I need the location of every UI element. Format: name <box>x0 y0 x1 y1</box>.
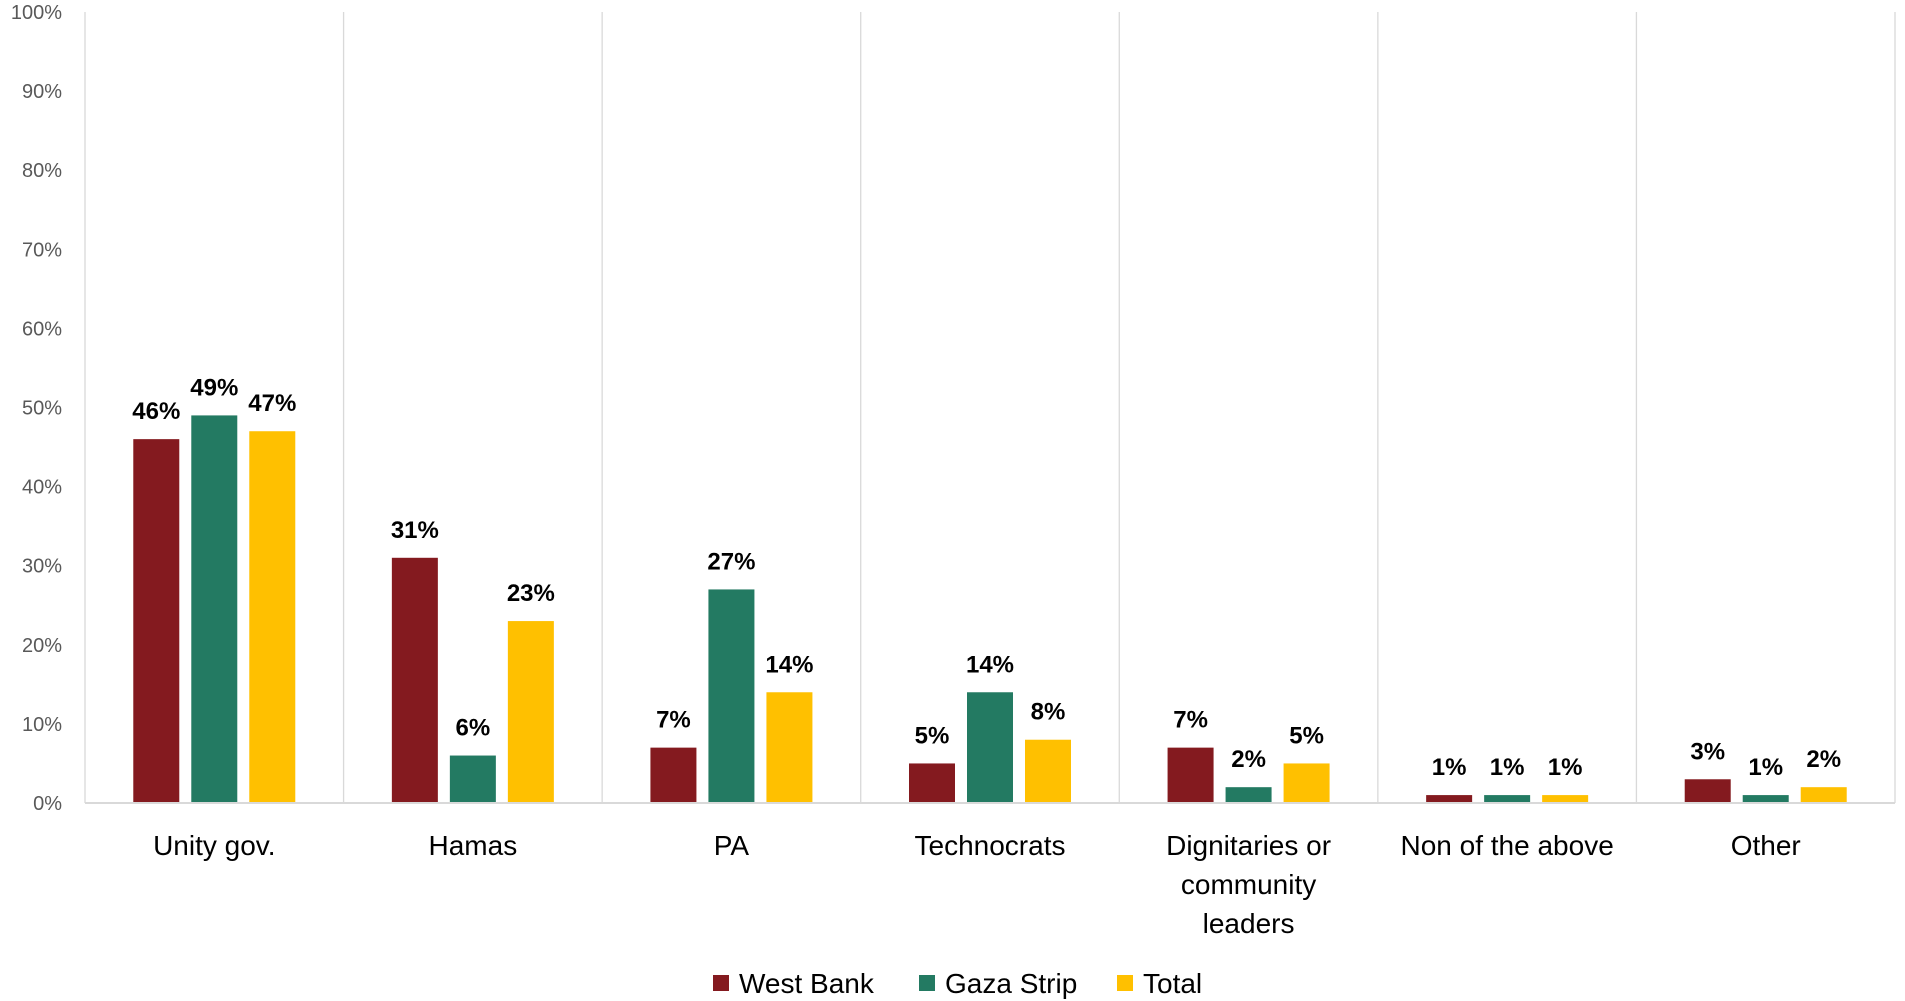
data-label: 46% <box>132 398 180 425</box>
bar-total <box>249 431 296 803</box>
x-axis: Unity gov. Hamas PA Technocrats Dignitaries … <box>85 802 1895 939</box>
data-label: 7% <box>1173 707 1208 734</box>
legend-label: Total <box>1143 968 1202 999</box>
category-separator-lines <box>84 12 1896 803</box>
bar-gaza-strip <box>449 755 496 803</box>
bar-total <box>1542 795 1589 803</box>
y-tick-label: 80% <box>22 160 62 182</box>
legend-label: Gaza Strip <box>945 968 1077 999</box>
data-label: 1% <box>1490 754 1525 781</box>
legend-swatch-gaza-strip <box>919 975 935 991</box>
bar-west-bank <box>650 747 697 803</box>
y-tick-label: 60% <box>22 318 62 340</box>
data-label: 14% <box>765 651 813 678</box>
category-label: Dignitaries or community leaders <box>1166 830 1331 939</box>
data-label: 5% <box>1289 722 1324 749</box>
y-tick-label: 70% <box>22 239 62 261</box>
bar-gaza-strip <box>1225 787 1272 803</box>
legend-swatch-west-bank <box>713 975 729 991</box>
data-labels: 46% 31% 7% 5% 7% 1% 3% 49% 6% 27% 14% 2% 1% 1% 47% 23% 1… <box>132 374 1841 781</box>
y-axis: 0% 10% 20% 30% 40% 50% 60% 70% 80% 90% 100% <box>11 2 62 815</box>
bar-total <box>1283 763 1330 803</box>
data-label: 2% <box>1231 746 1266 773</box>
data-label: 31% <box>391 517 439 544</box>
data-label: 5% <box>915 722 950 749</box>
y-tick-label: 50% <box>22 398 62 420</box>
bar-total <box>766 692 813 803</box>
y-tick-label: 90% <box>22 81 62 103</box>
category-label: Technocrats <box>915 830 1066 861</box>
data-label: 27% <box>707 548 755 575</box>
y-tick-label: 20% <box>22 635 62 657</box>
bar-gaza-strip <box>708 589 755 803</box>
data-label: 1% <box>1548 754 1583 781</box>
legend-swatch-total <box>1117 975 1133 991</box>
bar-west-bank <box>1167 747 1214 803</box>
category-label: Hamas <box>429 830 518 861</box>
category-label: Unity gov. <box>153 830 275 861</box>
data-label: 2% <box>1806 746 1841 773</box>
bar-west-bank <box>1684 779 1731 803</box>
data-label: 47% <box>248 390 296 417</box>
bar-total <box>507 621 554 803</box>
y-tick-label: 100% <box>11 2 62 24</box>
data-label: 3% <box>1690 738 1725 765</box>
bar-total <box>1025 739 1071 803</box>
legend: West Bank Gaza Strip Total <box>713 968 1202 999</box>
bar-west-bank <box>1426 795 1473 803</box>
data-label: 14% <box>966 651 1014 678</box>
data-label: 1% <box>1748 754 1783 781</box>
data-label: 49% <box>190 374 238 401</box>
bar-total <box>1800 787 1847 803</box>
category-label: PA <box>714 830 750 861</box>
bar-west-bank <box>391 557 438 803</box>
bar-west-bank <box>133 439 180 803</box>
bar-gaza-strip <box>1742 795 1789 803</box>
y-tick-label: 0% <box>33 793 62 815</box>
bar-west-bank <box>909 763 955 803</box>
bars <box>133 415 1847 803</box>
y-tick-label: 10% <box>22 714 62 736</box>
y-tick-label: 40% <box>22 477 62 499</box>
category-label: Other <box>1731 830 1801 861</box>
data-label: 23% <box>507 580 555 607</box>
category-label: Non of the above <box>1401 830 1614 861</box>
legend-label: West Bank <box>739 968 875 999</box>
data-label: 8% <box>1031 699 1066 726</box>
bar-gaza-strip <box>967 692 1013 803</box>
data-label: 6% <box>456 715 491 742</box>
bar-gaza-strip <box>191 415 238 803</box>
data-label: 1% <box>1432 754 1467 781</box>
y-tick-label: 30% <box>22 556 62 578</box>
bar-gaza-strip <box>1484 795 1531 803</box>
data-label: 7% <box>656 707 691 734</box>
